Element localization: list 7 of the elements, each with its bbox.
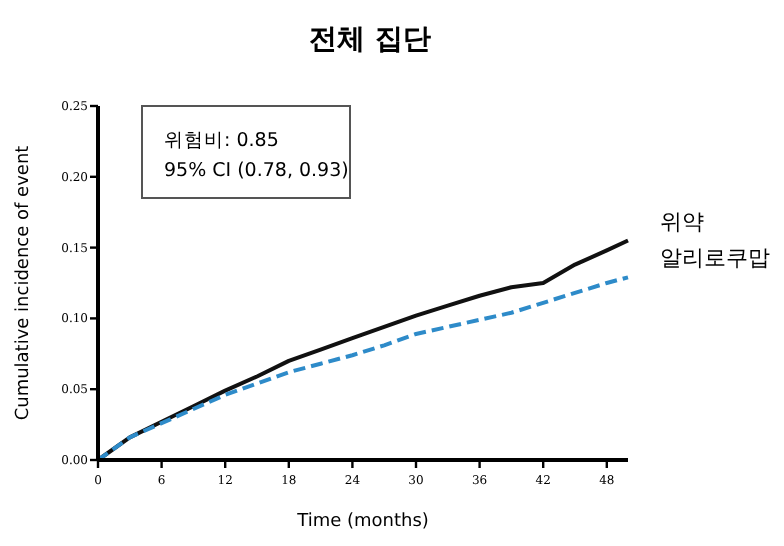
series-label: 알리로쿠맙	[660, 245, 770, 272]
chart-title: 전체 집단	[309, 24, 431, 56]
y-axis-title: Cumulative incidence of event	[14, 144, 34, 421]
x-axis-title: Time (months)	[295, 512, 429, 532]
annotation: 위험비: 0.85	[164, 130, 279, 152]
annotation: 95% CI (0.78, 0.93)	[164, 160, 349, 182]
series-label: 위약	[660, 208, 704, 235]
